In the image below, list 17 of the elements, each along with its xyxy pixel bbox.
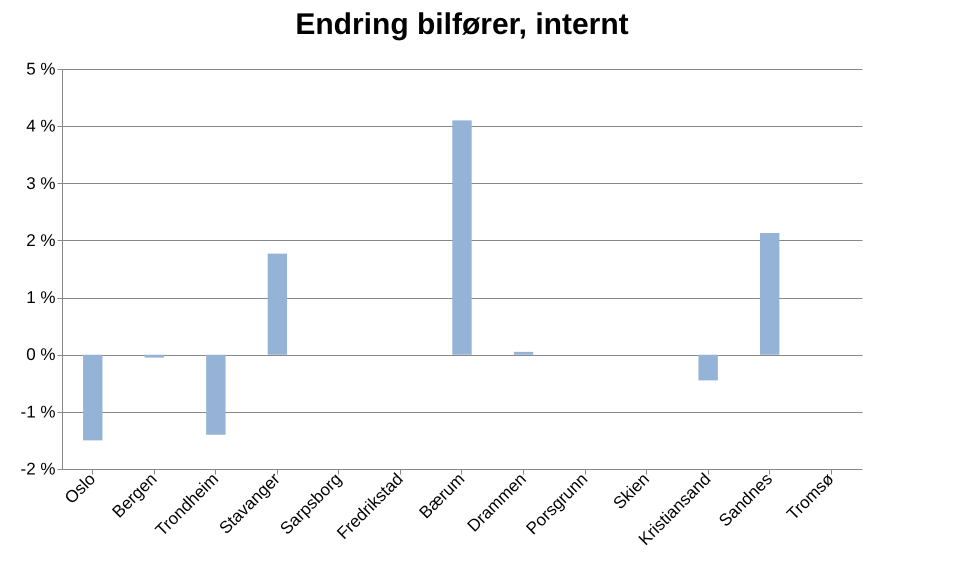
bar [144, 354, 164, 358]
y-tick-label: 2 % [26, 230, 56, 250]
bar [206, 354, 226, 435]
y-tick-label: 4 % [26, 116, 56, 136]
y-tick-label: 0 % [26, 345, 56, 364]
bar [83, 354, 102, 440]
bar [268, 254, 288, 355]
bar [760, 233, 780, 355]
y-tick-label: -2 % [20, 460, 56, 478]
chart-title: Endring bilfører, internt [295, 8, 629, 41]
y-tick-label: 1 % [26, 288, 56, 308]
bar [698, 354, 718, 380]
bar [452, 120, 472, 355]
y-tick-label: 3 % [26, 174, 56, 193]
y-tick-label: 5 % [26, 60, 56, 78]
x-tick-label: Oslo [60, 469, 100, 508]
y-tick-label: -1 % [20, 402, 56, 422]
